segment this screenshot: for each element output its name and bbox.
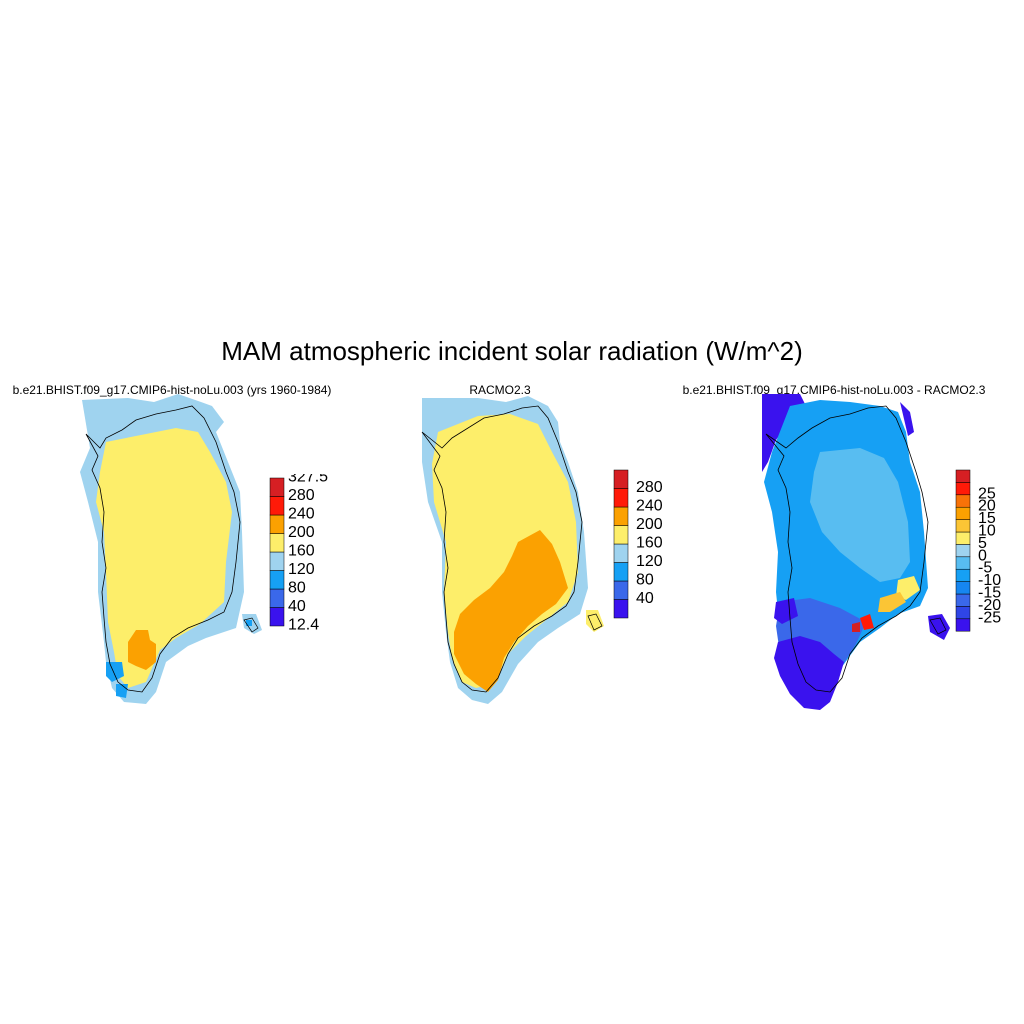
diff-colorbar-tick-label: 0	[978, 547, 987, 564]
diff-colorbar-box-8	[955, 519, 971, 533]
diff-east-positive-orange	[878, 592, 906, 612]
obs-panel-title: RACMO2.3	[469, 383, 531, 397]
diff-colorbar-box-9	[955, 506, 971, 520]
obs-colorbar-box-5	[613, 506, 629, 526]
model-colorbar-box-6	[269, 496, 285, 516]
main-title: MAM atmospheric incident solar radiation…	[221, 336, 803, 366]
diff-panel: b.e21.BHIST.f09_g17.CMIP6-hist-noLu.003 …	[680, 380, 1024, 710]
diff-interior-light	[810, 448, 910, 582]
obs-colorbar-tick-label: 80	[636, 572, 654, 589]
diff-colorbar-tick-label: -10	[978, 572, 1001, 589]
model-colorbar-box-5	[269, 514, 285, 534]
obs-coastline-island	[587, 613, 603, 631]
obs-coastline	[421, 405, 583, 693]
obs-colorbar-tick-label: 160	[636, 535, 663, 552]
model-blue-spot-2	[116, 684, 128, 698]
diff-colorbar-tick-label: -15	[978, 585, 1001, 602]
model-island-spot	[246, 620, 252, 626]
model-interior	[96, 428, 232, 688]
obs-panel: RACMO2.3 40 80 120 160 200 240 280	[340, 380, 680, 710]
model-colorbar-tick-label: 120	[288, 561, 315, 578]
model-colorbar-tick-label: 200	[288, 524, 315, 541]
obs-colorbar-tick-label: 120	[636, 553, 663, 570]
model-colorbar-box-0	[269, 607, 285, 627]
model-colorbar-tick-label: 160	[288, 543, 315, 560]
obs-colorbar-tick-label: 40	[636, 590, 654, 607]
diff-map	[762, 394, 950, 710]
obs-colorbar-box-3	[613, 543, 629, 563]
model-colorbar-tick-label: 80	[288, 580, 306, 597]
diff-colorbar-box-7	[955, 531, 971, 545]
diff-colorbar-tick-label: -5	[978, 560, 992, 577]
diff-east-island	[928, 614, 950, 640]
model-blue-spot	[106, 662, 124, 682]
diff-panel-title: b.e21.BHIST.f09_g17.CMIP6-hist-noLu.003 …	[682, 383, 986, 397]
model-coastline	[85, 405, 241, 693]
diff-colorbar-tick-label: -20	[978, 597, 1001, 614]
obs-colorbar-tick-label: 200	[636, 516, 663, 533]
model-colorbar-tick-label: 327.5	[288, 474, 328, 486]
diff-colorbar-tick-label: 25	[978, 485, 996, 502]
diff-colorbar-tick-label: 15	[978, 510, 996, 527]
diff-southwest-purple	[774, 598, 798, 624]
diff-colorbar-box-2	[955, 593, 971, 607]
diff-colorbar-tick-label: 5	[978, 535, 987, 552]
obs-colorbar-box-4	[613, 525, 629, 545]
diff-coastline-island	[929, 617, 947, 635]
model-panel-title: b.e21.BHIST.f09_g17.CMIP6-hist-noLu.003 …	[12, 383, 332, 397]
diff-colorbar-tick-label: 20	[978, 498, 996, 515]
obs-colorbar-box-2	[613, 562, 629, 582]
model-orange-patch	[128, 630, 156, 670]
model-colorbar-box-7	[269, 477, 285, 497]
diff-colorbar-box-10	[955, 494, 971, 508]
model-panel: b.e21.BHIST.f09_g17.CMIP6-hist-noLu.003 …	[0, 380, 340, 710]
model-colorbar-box-2	[269, 570, 285, 590]
diff-east-positive-dark-red	[852, 622, 860, 632]
diff-colorbar-box-11	[955, 482, 971, 496]
diff-colorbar-box-5	[955, 556, 971, 570]
model-coastline-island	[243, 617, 259, 633]
model-colorbar-tick-label: 280	[288, 487, 315, 504]
diff-colorbar-box-1	[955, 606, 971, 620]
diff-northeast-corner	[900, 402, 914, 436]
model-colorbar-tick-label: 240	[288, 506, 315, 523]
diff-colorbar-box-6	[955, 544, 971, 558]
diff-east-positive-red	[860, 614, 874, 630]
obs-map	[421, 396, 604, 704]
diff-colorbar-box-12	[955, 469, 971, 483]
model-colorbar-tick-label: 12.4	[288, 617, 319, 634]
diff-east-positive-yellow	[896, 576, 920, 600]
diff-colorbar-tick-label: -25	[978, 609, 1001, 626]
diff-colorbar-box-0	[955, 618, 971, 632]
model-colorbar-tick-label: 40	[288, 598, 306, 615]
obs-colorbar-box-7	[613, 469, 629, 489]
model-colorbar-box-3	[269, 551, 285, 571]
obs-colorbar-box-1	[613, 580, 629, 600]
diff-colorbar-box-4	[955, 568, 971, 582]
obs-orange-region	[454, 530, 568, 692]
obs-colorbar-box-6	[613, 488, 629, 508]
model-colorbar-box-4	[269, 533, 285, 553]
diff-colorbar-box-3	[955, 581, 971, 595]
diff-colorbar-tick-label: 10	[978, 523, 996, 540]
model-map	[80, 394, 262, 704]
obs-island	[586, 610, 604, 632]
obs-colorbar-box-0	[613, 599, 629, 619]
model-colorbar-box-1	[269, 588, 285, 608]
diff-coastline	[765, 405, 929, 693]
obs-colorbar-tick-label: 280	[636, 479, 663, 496]
obs-colorbar-tick-label: 240	[636, 498, 663, 515]
